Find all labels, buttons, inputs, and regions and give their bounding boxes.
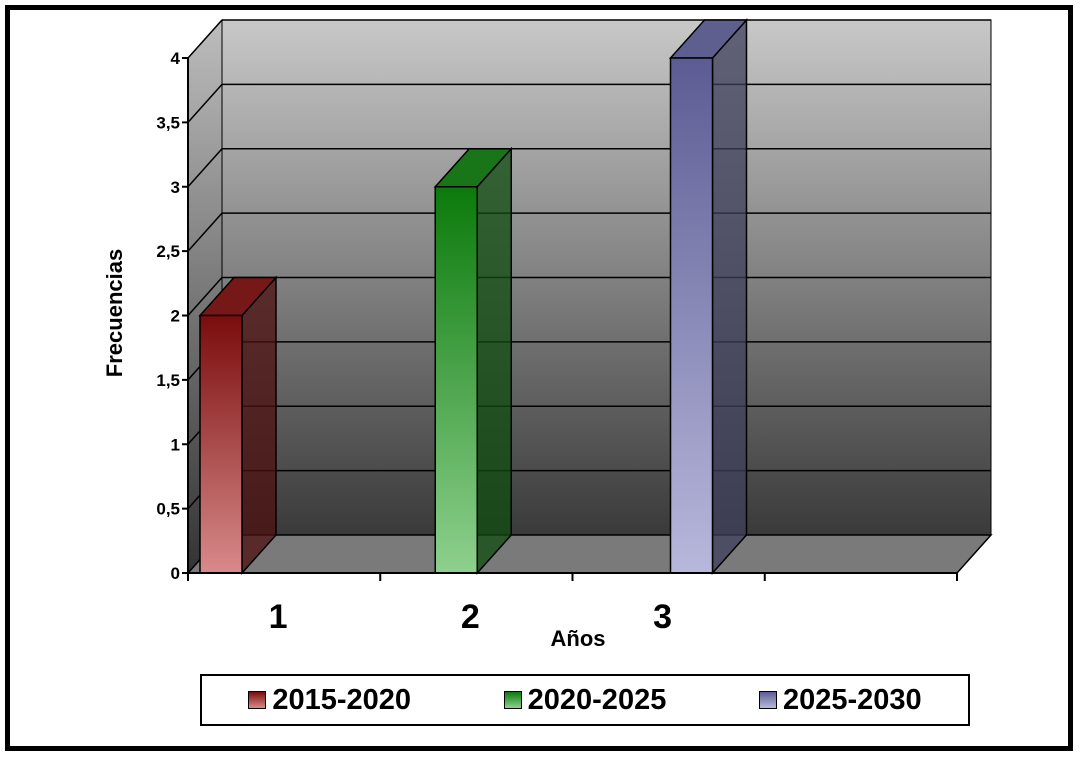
legend: 2015-2020 2020-2025 2025-2030 (200, 674, 970, 726)
legend-label-0: 2015-2020 (272, 683, 411, 716)
gridline-side (187, 212, 223, 252)
bar-front (199, 314, 243, 574)
gridline-side (187, 276, 223, 317)
y-tick-label: 0 (171, 564, 180, 583)
y-tick-label: 3,5 (156, 113, 180, 132)
y-tick-label: 1 (171, 435, 180, 454)
bar-2 (433, 146, 513, 575)
y-tick-label: 4 (171, 49, 181, 68)
bar-front (434, 186, 478, 574)
legend-item-2: 2025-2030 (758, 683, 922, 717)
labels: 0 0,5 1 1,5 2 2,5 3 3,5 4 1 2 3 Años Frecuencias (102, 49, 672, 651)
legend-item-0: 2015-2020 (248, 684, 411, 717)
y-tick-label: 2 (171, 307, 180, 326)
y-tick-label: 1,5 (156, 371, 180, 390)
plot-walls (186, 18, 993, 575)
legend-label-1: 2020-2025 (527, 683, 667, 716)
gridline-side (187, 148, 223, 188)
x-axis-title: Años (551, 626, 606, 651)
legend-swatch-1 (503, 691, 522, 709)
bars (198, 18, 749, 575)
y-tick-label: 3 (171, 178, 180, 197)
legend-label-2: 2025-2030 (782, 683, 922, 716)
y-tick-label: 0,5 (156, 500, 180, 519)
gridline-side (187, 83, 223, 123)
bar-side (241, 275, 277, 575)
y-tick-label: 2,5 (156, 242, 180, 261)
legend-item-1: 2020-2025 (503, 683, 667, 717)
legend-swatch-0 (248, 691, 267, 709)
floor (186, 534, 993, 574)
bar-1 (198, 275, 278, 575)
bar-front (669, 57, 714, 574)
gridline-side (187, 19, 223, 59)
y-axis-title: Frecuencias (102, 249, 127, 377)
x-category-label: 2 (461, 598, 480, 636)
axes (182, 57, 958, 581)
bar-3 (668, 18, 749, 575)
bar-side (711, 18, 748, 575)
legend-swatch-2 (758, 691, 777, 709)
bar-side (476, 146, 512, 575)
x-category-label: 3 (653, 598, 672, 636)
x-category-label: 1 (269, 598, 288, 636)
